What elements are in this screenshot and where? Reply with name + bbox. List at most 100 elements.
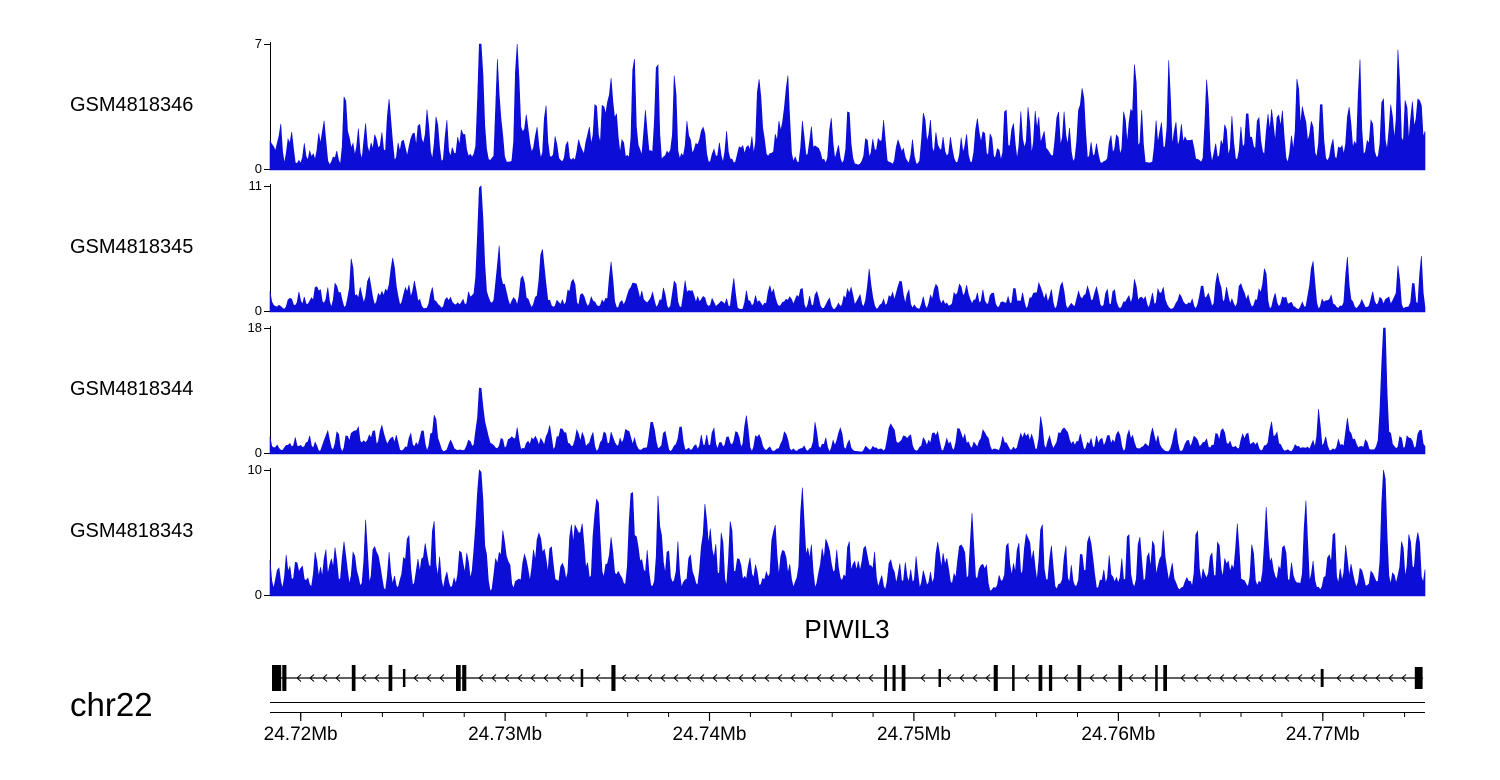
- coverage-track-GSM4818345: [264, 184, 1426, 313]
- strand-arrow-icon: [764, 674, 770, 682]
- strand-arrow-icon: [543, 674, 549, 682]
- x-axis-tick-label: 24.75Mb: [876, 724, 951, 745]
- exon: [351, 665, 356, 691]
- strand-arrow-icon: [504, 674, 510, 682]
- exon: [1414, 667, 1423, 689]
- strand-arrow-icon: [335, 674, 341, 682]
- strand-arrow-icon: [1336, 674, 1342, 682]
- strand-arrow-icon: [569, 674, 575, 682]
- exon: [388, 665, 393, 691]
- exon: [282, 665, 287, 691]
- strand-arrow-icon: [1284, 674, 1290, 682]
- y-axis-max-label: 11: [248, 178, 263, 193]
- strand-arrow-icon: [699, 674, 705, 682]
- strand-arrow-icon: [1232, 674, 1238, 682]
- strand-arrow-icon: [374, 674, 380, 682]
- genome-axis: [270, 702, 1425, 721]
- strand-arrow-icon: [1349, 674, 1355, 682]
- strand-arrow-icon: [777, 674, 783, 682]
- y-axis-zero-label: 0: [254, 445, 262, 460]
- strand-arrow-icon: [309, 674, 315, 682]
- exon: [611, 665, 616, 691]
- exon: [1038, 665, 1043, 691]
- strand-arrow-icon: [530, 674, 536, 682]
- strand-arrow-icon: [1401, 674, 1407, 682]
- exon: [456, 665, 461, 691]
- strand-arrow-icon: [738, 674, 744, 682]
- exon: [1118, 665, 1123, 691]
- coverage-track-GSM4818346: [264, 42, 1426, 171]
- strand-arrow-icon: [816, 674, 822, 682]
- coverage-track-GSM4818343: [264, 468, 1426, 597]
- coverage-area-GSM4818343: [269, 469, 1426, 597]
- strand-arrow-icon: [1089, 674, 1095, 682]
- exon: [1320, 669, 1324, 687]
- strand-arrow-icon: [1388, 674, 1394, 682]
- exon: [1077, 665, 1082, 691]
- y-axis-max-label: 7: [254, 36, 262, 51]
- coverage-area-GSM4818345: [269, 185, 1426, 313]
- y-axis-zero-label: 0: [254, 161, 262, 176]
- strand-arrow-icon: [855, 674, 861, 682]
- exon: [901, 665, 906, 691]
- strand-arrow-icon: [322, 674, 328, 682]
- exon: [402, 669, 406, 687]
- strand-arrow-icon: [842, 674, 848, 682]
- strand-arrow-icon: [1102, 674, 1108, 682]
- x-axis-tick-label: 24.72Mb: [263, 724, 338, 745]
- strand-arrow-icon: [634, 674, 640, 682]
- strand-arrow-icon: [1206, 674, 1212, 682]
- strand-arrow-icon: [1362, 674, 1368, 682]
- gene-name-label: PIWIL3: [804, 614, 890, 644]
- x-axis-tick-label: 24.73Mb: [468, 724, 543, 745]
- strand-arrow-icon: [1063, 674, 1069, 682]
- strand-arrow-icon: [1128, 674, 1134, 682]
- coverage-area-GSM4818344: [269, 327, 1426, 455]
- strand-arrow-icon: [647, 674, 653, 682]
- gene-model-track: [272, 665, 1423, 691]
- exon: [272, 665, 282, 691]
- strand-arrow-icon: [1219, 674, 1225, 682]
- strand-arrow-icon: [751, 674, 757, 682]
- y-axis-zero-label: 0: [254, 587, 262, 602]
- exon: [1012, 665, 1015, 691]
- strand-arrow-icon: [1193, 674, 1199, 682]
- strand-arrow-icon: [439, 674, 445, 682]
- coverage-area-GSM4818346: [269, 43, 1426, 171]
- x-axis-tick-label: 24.77Mb: [1285, 724, 1360, 745]
- y-axis-max-label: 10: [247, 462, 262, 477]
- y-axis-max-label: 18: [247, 320, 262, 335]
- track-name-label: GSM4818344: [70, 378, 194, 400]
- strand-arrow-icon: [829, 674, 835, 682]
- exon: [938, 669, 941, 687]
- chromosome-label: chr22: [70, 686, 153, 723]
- strand-arrow-icon: [491, 674, 497, 682]
- strand-arrow-icon: [556, 674, 562, 682]
- strand-arrow-icon: [426, 674, 432, 682]
- strand-arrow-icon: [673, 674, 679, 682]
- strand-arrow-icon: [725, 674, 731, 682]
- strand-arrow-icon: [1375, 674, 1381, 682]
- strand-arrow-icon: [946, 674, 952, 682]
- coverage-track-GSM4818344: [264, 326, 1426, 455]
- exon: [580, 669, 584, 687]
- x-axis-tick-label: 24.76Mb: [1081, 724, 1156, 745]
- exon: [462, 665, 467, 691]
- x-axis-tick-label: 24.74Mb: [672, 724, 747, 745]
- exon: [1048, 665, 1053, 691]
- strand-arrow-icon: [959, 674, 965, 682]
- strand-arrow-icon: [478, 674, 484, 682]
- strand-arrow-icon: [1245, 674, 1251, 682]
- exon: [1155, 665, 1158, 691]
- strand-arrow-icon: [1024, 674, 1030, 682]
- strand-arrow-icon: [712, 674, 718, 682]
- strand-arrow-icon: [413, 674, 419, 682]
- exon: [892, 665, 896, 691]
- strand-arrow-icon: [296, 674, 302, 682]
- y-axis-zero-label: 0: [254, 303, 262, 318]
- strand-arrow-icon: [660, 674, 666, 682]
- strand-arrow-icon: [1297, 674, 1303, 682]
- strand-arrow-icon: [1258, 674, 1264, 682]
